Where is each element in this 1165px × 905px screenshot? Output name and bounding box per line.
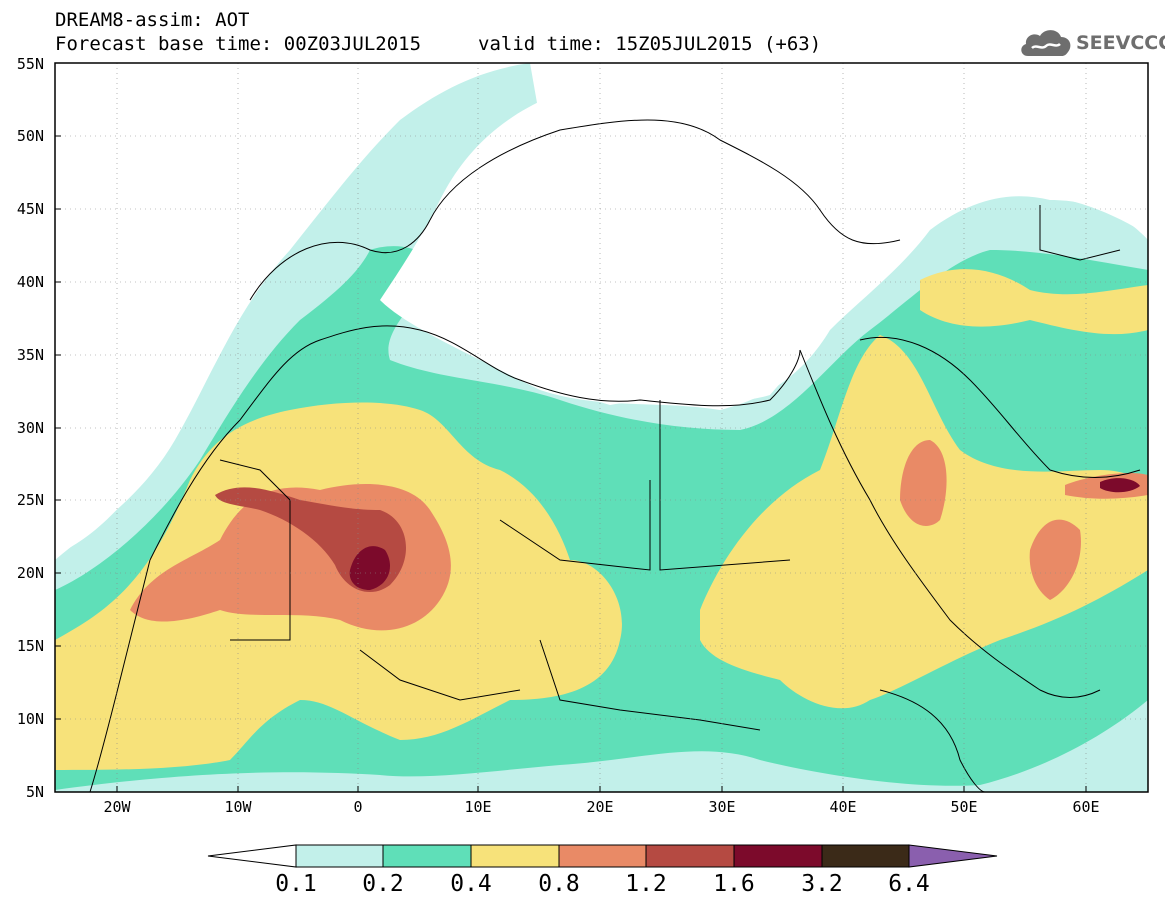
- lon-label: 10E: [464, 798, 492, 816]
- contour-0-8-oman: [1029, 519, 1081, 600]
- lat-label: 5N: [25, 783, 44, 801]
- colorbar-label: 0.2: [362, 871, 404, 897]
- colorbar-high-arrow: [908, 844, 998, 868]
- colorbar: [207, 844, 998, 868]
- colorbar-label: 1.6: [713, 871, 755, 897]
- clear-mediterranean: [380, 63, 1148, 405]
- colorbar-bin-1-2: [645, 844, 735, 868]
- colorbar-bin-0-8: [558, 844, 647, 868]
- colorbar-label: 0.1: [275, 871, 317, 897]
- coastlines: [89, 119, 1141, 792]
- lon-label: 10W: [224, 798, 252, 816]
- lon-label: 60E: [1072, 798, 1100, 816]
- lat-label: 20N: [16, 564, 44, 582]
- colorbar-bin-0-4: [470, 844, 560, 868]
- colorbar-label: 6.4: [888, 871, 930, 897]
- colorbar-bin-0-1: [295, 844, 384, 868]
- grid-lines: [55, 63, 1148, 792]
- colorbar-label: 1.2: [625, 871, 667, 897]
- lon-label: 50E: [950, 798, 978, 816]
- colorbar-bin-1-6: [733, 844, 823, 868]
- lat-label: 50N: [16, 127, 44, 145]
- logo-text: SEEVCCC: [1076, 32, 1165, 54]
- contour-1-6: [349, 546, 390, 590]
- contour-0-4-caspian: [920, 269, 1148, 335]
- aot-contours: [55, 63, 1148, 792]
- colorbar-bin-0-2: [382, 844, 472, 868]
- lon-label: 30E: [708, 798, 736, 816]
- lat-label: 15N: [16, 637, 44, 655]
- valid-time: valid time: 15Z05JUL2015 (+63): [478, 33, 822, 55]
- lat-label: 25N: [16, 491, 44, 509]
- colorbar-label: 3.2: [801, 871, 843, 897]
- lat-label: 45N: [16, 200, 44, 218]
- lon-label: 20E: [586, 798, 614, 816]
- lat-label: 40N: [16, 273, 44, 291]
- colorbar-low-arrow: [207, 844, 297, 868]
- lat-label: 55N: [16, 55, 44, 73]
- lon-label: 0: [353, 798, 363, 816]
- colorbar-bin-3-2: [821, 844, 910, 868]
- colorbar-label: 0.8: [538, 871, 580, 897]
- lat-label: 35N: [16, 346, 44, 364]
- clear-atlantic: [55, 63, 420, 555]
- contour-1-6-gulf: [1100, 478, 1140, 493]
- forecast-base-time: Forecast base time: 00Z03JUL2015: [55, 33, 422, 55]
- lat-label: 10N: [16, 710, 44, 728]
- cloud-icon: [1021, 30, 1071, 56]
- seevccc-logo: SEEVCCC: [1018, 24, 1165, 60]
- colorbar-label: 0.4: [450, 871, 492, 897]
- lon-label: 20W: [103, 798, 131, 816]
- lon-label: 40E: [829, 798, 857, 816]
- lat-label: 30N: [16, 419, 44, 437]
- map-title: DREAM8-assim: AOT: [55, 9, 250, 31]
- axis-ticks: [55, 135, 1087, 792]
- contour-0-8-arabia: [900, 440, 947, 526]
